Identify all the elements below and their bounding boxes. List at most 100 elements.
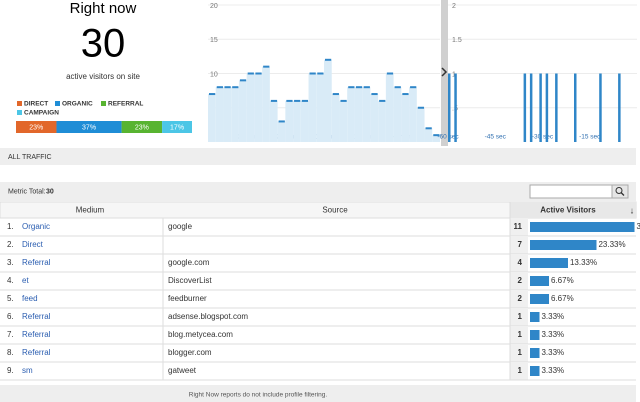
source: google [168,222,193,231]
tab-label[interactable]: ALL TRAFFIC [8,154,52,161]
y-tick-label: 1 [452,71,456,78]
visitor-count: 1 [518,312,523,321]
row-index: 8. [7,348,14,357]
percent-label: 23.33% [598,240,625,249]
row-index: 5. [7,294,14,303]
bar-area [401,94,410,142]
bar-area [424,128,433,142]
breakdown-label: 23% [29,124,43,131]
bar-area [262,66,270,142]
bar [448,73,451,142]
visitor-count: 1 [518,348,523,357]
medium[interactable]: et [22,276,29,285]
percent-bar [530,366,540,376]
medium[interactable]: Referral [22,312,51,321]
bar-area [215,87,224,142]
bar-area [354,87,363,142]
column-header[interactable]: Medium [76,206,105,215]
footer-note: Right Now reports do not include profile… [189,392,328,399]
visitor-count: 1 [518,330,523,339]
footer-bar [0,385,636,402]
x-tick-label: -15 sec [579,134,601,141]
percent-label: 3.33% [541,330,564,339]
legend-label: REFERRAL [108,101,143,108]
medium[interactable]: Organic [22,222,50,231]
bar-area [370,94,379,142]
count-cell [510,362,528,380]
visitor-count: 2 [518,294,523,303]
breakdown-segment [16,121,57,133]
search-icon [615,187,623,194]
visitor-count: 11 [514,222,523,231]
medium[interactable]: sm [22,366,33,375]
bar-area [347,87,355,142]
percent-bar [530,312,540,322]
column-header[interactable]: Source [322,206,348,215]
bar-area [308,73,317,142]
bar-area [293,100,301,142]
medium[interactable]: feed [22,294,38,303]
bar-area [362,87,371,142]
legend-swatch [55,101,60,106]
legend-label: ORGANIC [62,101,93,108]
caption: active visitors on site [66,72,140,81]
source: blog.metycea.com [168,330,233,339]
bar [529,73,533,142]
breakdown-segment [162,121,192,133]
search-box[interactable] [529,184,613,199]
breakdown-segment [121,121,163,133]
breakdown-label: 37% [82,124,96,131]
bar-area [324,59,332,142]
source: adsense.blogspot.com [168,312,248,321]
bar-area [269,100,278,142]
visitor-count: 7 [518,240,523,249]
bar-area [432,135,440,142]
percent-label: 6.67% [551,294,574,303]
y-tick-label: 15 [210,37,218,44]
medium[interactable]: Referral [22,330,51,339]
bar-area [339,100,348,142]
percent-label: 36.67% [637,222,640,231]
bar-area [285,100,294,142]
bar [523,73,527,142]
row-index: 3. [7,258,14,267]
y-tick-label: 10 [210,71,218,78]
medium[interactable]: Referral [22,258,51,267]
y-tick-label: 2 [452,3,456,10]
percent-label: 3.33% [541,348,564,357]
count-cell [510,290,528,308]
row-index: 9. [7,366,14,375]
legend-swatch [17,110,22,115]
bar-area [378,100,386,142]
medium[interactable]: Direct [22,240,44,249]
percent-label: 3.33% [541,312,564,321]
bar-area [246,73,255,142]
count-cell [510,272,528,290]
legend-swatch [101,101,106,106]
source: blogger.com [168,348,212,357]
sorted-column-header[interactable] [510,202,636,218]
percent-label: 13.33% [570,258,597,267]
bar-area [316,73,324,142]
percent-bar [530,330,540,340]
column-header[interactable]: Active Visitors [540,206,596,215]
legend-label: CAMPAIGN [24,110,59,117]
percent-bar [530,258,568,268]
x-tick-label: -30 sec [532,134,554,141]
bar-area [331,94,340,142]
count-cell [510,344,528,362]
search-button[interactable] [611,184,629,199]
breakdown-label: 23% [135,124,149,131]
bar-area [393,87,402,142]
bar-area [208,94,216,142]
bar [454,73,457,142]
bar-area [223,87,232,142]
search-icon [620,192,625,196]
bar [599,73,602,142]
percent-label: 6.67% [551,276,574,285]
percent-bar [530,222,635,232]
medium[interactable]: Referral [22,348,51,357]
visitor-count: 2 [518,276,523,285]
bar-area [409,87,417,142]
